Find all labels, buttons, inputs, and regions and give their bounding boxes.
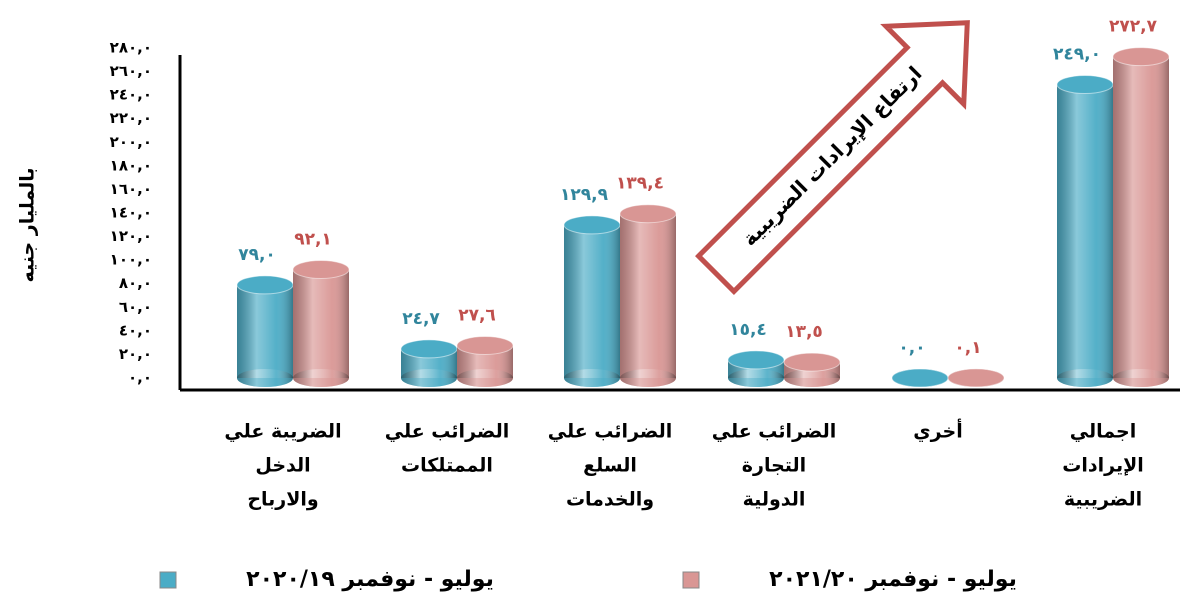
bar-top [619,204,677,224]
bar-base-shine [401,369,457,387]
y-tick-label: ١٦٠,٠ [110,180,152,198]
value-label: ١٥,٤ [729,320,767,340]
value-label: ٢٤,٧ [402,309,440,329]
value-label: ٢٧٢,٧ [1109,17,1158,37]
bar-top [400,339,458,359]
x-tick-label: والارباح [247,489,318,511]
x-tick-label: الضرائب علي [385,421,510,443]
bar-top [947,368,1005,388]
bar-top [292,259,350,279]
value-label: ١٣٩,٤ [616,174,664,194]
bar-shine [1057,84,1113,379]
y-tick-label: ٠,٠ [128,369,152,387]
x-tick-label: التجارة [742,455,806,477]
y-tick-label: ٢٢٠,٠ [110,109,152,127]
value-label: ١٢٩,٩ [560,185,609,205]
y-tick-label: ٤٠,٠ [119,321,152,339]
y-tick-label: ١٨٠,٠ [110,156,152,174]
bar-base-shine [728,369,784,387]
x-tick-label: الممتلكات [401,455,493,477]
annotation-arrow: ارتفاع الإيرادات الضريبية [695,20,970,295]
x-tick-label: السلع [583,455,637,477]
y-tick-label: ٢٦٠,٠ [110,62,152,80]
x-tick-label: الدولية [743,489,806,511]
y-tick-label: ٦٠,٠ [119,298,152,316]
y-axis-label: بالمليار جنيه [17,167,39,282]
x-tick-label: الضريبية [1064,489,1142,511]
bar-shine [237,284,293,378]
x-tick-label: اجمالي [1070,421,1136,443]
value-label: ٠,٠ [898,338,925,358]
x-tick-label: الضرائب علي [712,421,837,443]
value-label: ٩٢,١ [294,229,332,249]
x-tick-label: أخري [913,419,962,444]
bar-shine [293,269,349,378]
x-tick-label: الضريبة علي [224,421,341,443]
bar-base-shine [1057,369,1113,387]
bar-top [727,350,785,370]
bar-base-shine [457,369,513,387]
bar-top [1056,75,1114,95]
bar-base-shine [293,369,349,387]
bar-base-shine [564,369,620,387]
value-label: ٧٩,٠ [238,245,276,265]
bar-top [891,368,949,388]
x-tick-label: الدخل [255,455,310,477]
legend-label: يوليو - نوفمبر ٢٠٢١/٢٠ [769,567,1017,592]
bar-base-shine [237,369,293,387]
bar-top [1112,47,1170,67]
x-tick-label: الضرائب علي [548,421,673,443]
legend-swatch [159,571,177,589]
y-tick-label: ٢٨٠,٠ [110,39,152,57]
value-label: ٠,١ [954,338,981,358]
bar-top [456,335,514,355]
y-tick-label: ٢٤٠,٠ [110,86,152,104]
legend-label: يوليو - نوفمبر ٢٠٢٠/١٩ [246,567,494,592]
bar-base-shine [620,369,676,387]
value-label: ١٣,٥ [785,322,823,342]
annotation: ارتفاع الإيرادات الضريبية [737,61,926,250]
bar-base-shine [1113,369,1169,387]
bar-shine [620,213,676,378]
bar-shine [564,224,620,378]
y-tick-label: ١٤٠,٠ [110,204,152,222]
y-tick-label: ٨٠,٠ [119,274,152,292]
bar-shine [1113,56,1169,378]
y-tick-label: ٢٠,٠ [119,345,152,363]
y-tick-label: ١٠٠,٠ [110,251,152,269]
bar-top [236,275,294,295]
x-tick-label: والخدمات [566,489,654,511]
y-tick-label: ٢٠٠,٠ [110,133,152,151]
bar-top [563,215,621,235]
y-tick-label: ١٢٠,٠ [110,227,152,245]
value-label: ٢٤٩,٠ [1053,45,1101,65]
bar-base-shine [784,369,840,387]
value-label: ٢٧,٦ [458,305,496,325]
arrow-shape [695,20,970,295]
legend-swatch [682,571,700,589]
x-tick-label: الإيرادات [1062,455,1143,477]
bar-top [783,352,841,372]
